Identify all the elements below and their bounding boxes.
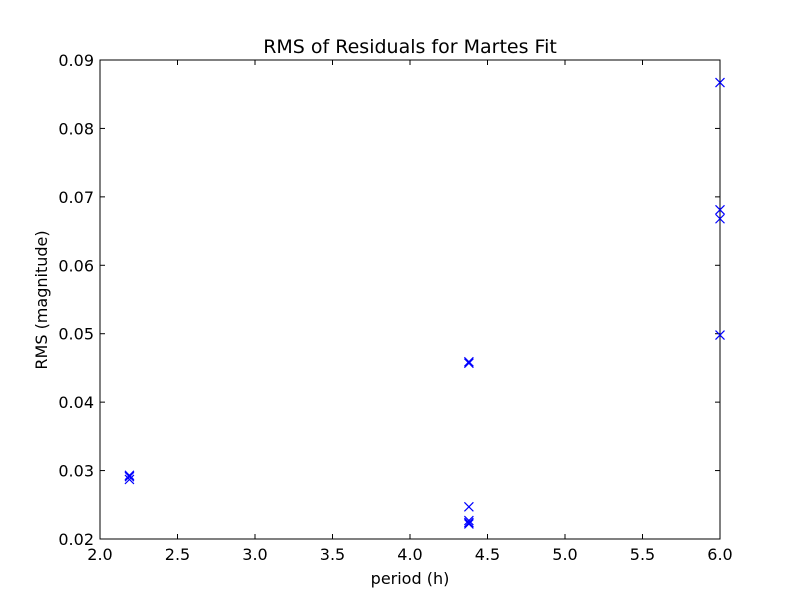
data-point-x-marker [715,204,725,215]
y-tick-label: 0.06 [58,256,94,275]
y-tick-label: 0.03 [58,462,94,481]
data-point-x-marker [715,77,725,88]
axis-ticks: 2.0 2.5 3.0 3.5 4.0 4.5 5.0 5.5 6.0 0.02 0.03 0.04 0… [58,51,732,564]
x-marker-stroke [463,358,474,369]
x-tick-label: 4.0 [397,545,422,564]
data-point-x-marker [463,515,474,526]
data-points [124,77,725,529]
x-tick-label: 3.0 [242,545,267,564]
plot-area-frame [99,59,721,540]
x-tick-label: 2.0 [87,545,112,564]
data-point-x-marker [715,330,725,341]
x-marker-stroke [124,470,135,481]
data-point-x-marker [463,358,474,369]
data-point-x-marker [124,474,135,485]
x-axis-label: period (h) [371,569,450,588]
y-tick-label: 0.07 [58,188,94,207]
x-tick-label: 5.5 [630,545,655,564]
y-tick-label: 0.04 [58,393,94,412]
y-axis-label: RMS (magnitude) [32,230,51,369]
data-point-x-marker [463,501,474,512]
x-marker-stroke [463,517,474,528]
data-point-x-marker [463,517,474,528]
x-marker-stroke [124,471,135,482]
x-marker-stroke [715,204,725,215]
chart-title: RMS of Residuals for Martes Fit [263,36,557,58]
x-tick-label: 4.5 [475,545,500,564]
data-point-x-marker [463,356,474,367]
x-marker-stroke [715,330,725,341]
x-marker-stroke [463,501,474,512]
x-tick-label: 6.0 [707,545,732,564]
data-point-x-marker [463,519,474,529]
x-marker-stroke [715,213,725,224]
x-marker-stroke [463,519,474,529]
x-tick-label: 3.5 [320,545,345,564]
y-tick-label: 0.08 [58,119,94,138]
y-tick-label: 0.05 [58,325,94,344]
x-marker-stroke [463,356,474,367]
x-marker-stroke [124,474,135,485]
data-point-x-marker [124,470,135,481]
x-marker-stroke [463,515,474,526]
y-tick-label: 0.02 [58,530,94,549]
data-point-x-marker [715,213,725,224]
x-marker-stroke [715,77,725,88]
x-tick-label: 5.0 [552,545,577,564]
x-tick-label: 2.5 [165,545,190,564]
data-point-x-marker [124,471,135,482]
y-tick-label: 0.09 [58,51,94,70]
